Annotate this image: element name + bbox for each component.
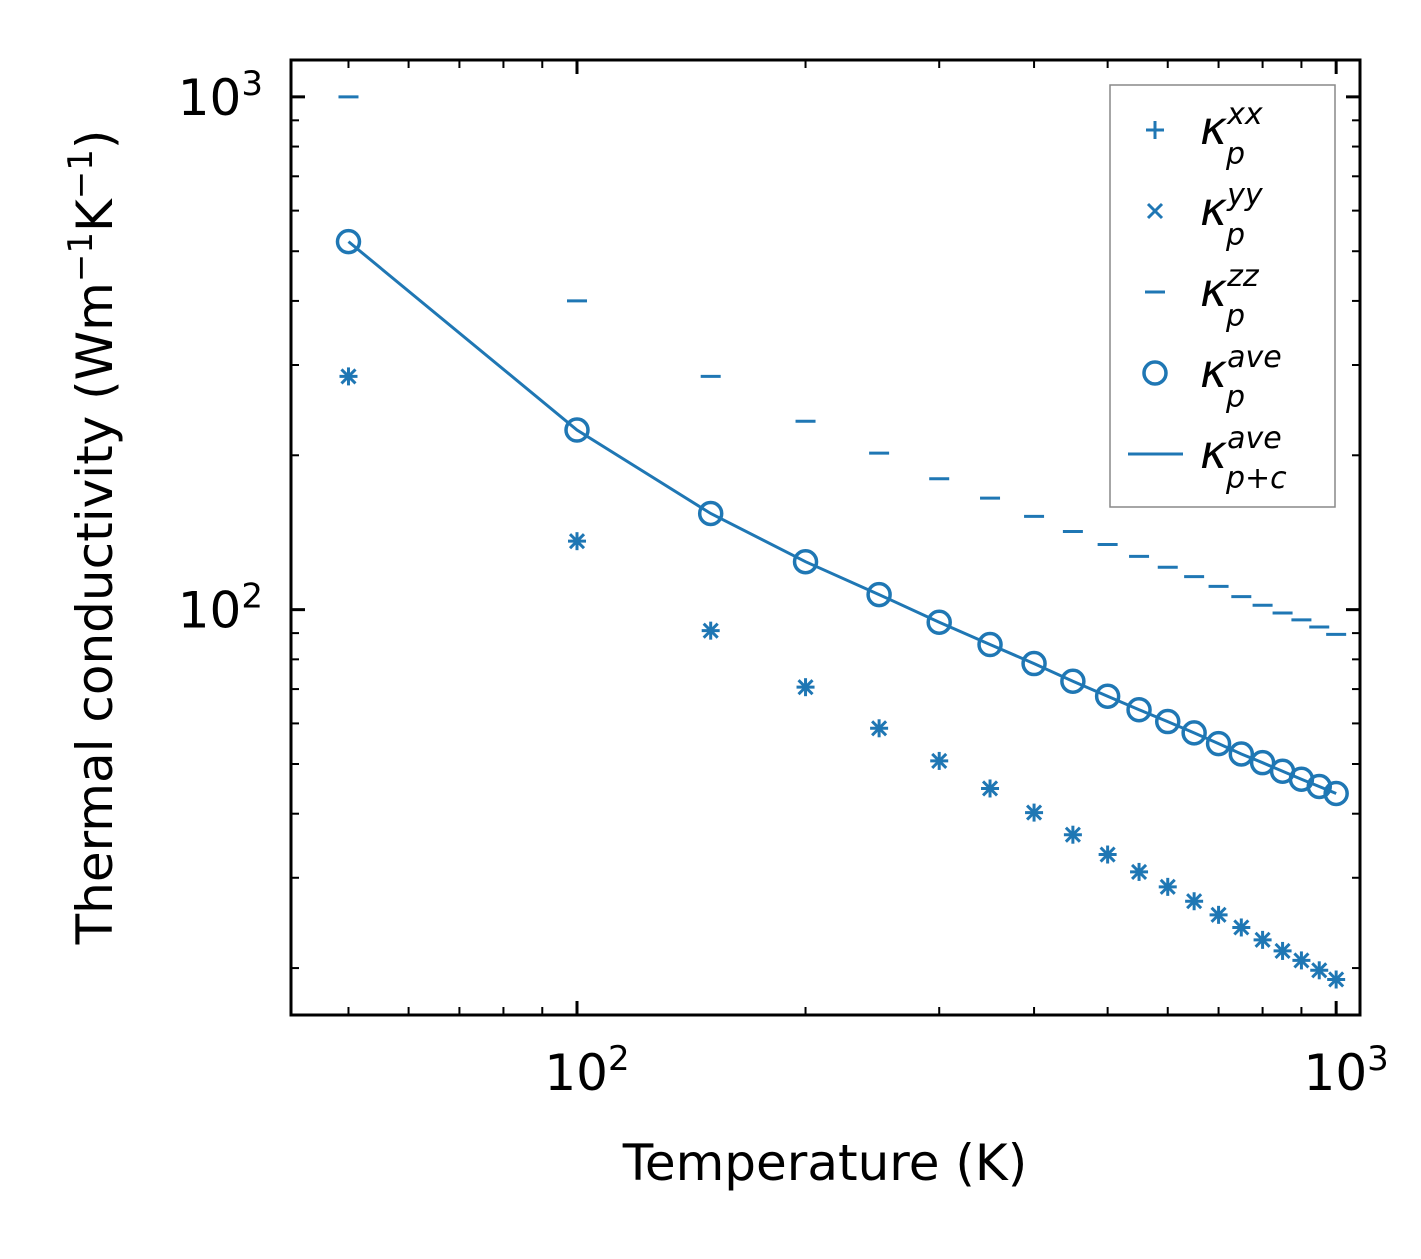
point-kappa_p_ave (564, 417, 590, 443)
point-kappa_p_ave (1228, 741, 1255, 767)
point-kappa_p_ave (866, 581, 892, 608)
legend-entry-kappa_p+c_ave: κave p+c (1128, 421, 1287, 496)
legend-entry-kappa_p_ave: κave p (1142, 340, 1282, 415)
legend-label: κxx p (1200, 97, 1263, 172)
point-kappa_p_yy (797, 679, 814, 696)
point-kappa_p_yy (1099, 846, 1116, 863)
point-kappa_p_ave (1021, 650, 1047, 677)
point-kappa_p_yy (1026, 804, 1043, 821)
point-kappa_p_ave (792, 548, 819, 575)
legend-entry-kappa_p_yy: κyy p (1146, 178, 1264, 253)
x-tick-label: 102 (544, 1039, 629, 1102)
point-kappa_p_yy (702, 622, 719, 639)
y-axis-label: Thermal conductivity (Wm−1K−1) (61, 130, 124, 946)
point-kappa_p_yy (1159, 878, 1176, 895)
x-axis-label: Temperature (K) (622, 1134, 1027, 1192)
point-kappa_p_ave (1323, 780, 1349, 807)
point-kappa_p_yy (981, 780, 999, 797)
point-kappa_p_yy (1254, 931, 1271, 948)
point-kappa_p_ave (926, 609, 952, 635)
point-kappa_p_yy (1293, 952, 1310, 969)
point-kappa_p_ave (1205, 730, 1232, 757)
legend-marker (1146, 121, 1164, 139)
plot-frame (289, 58, 1362, 1017)
data-marks (335, 95, 1349, 989)
point-kappa_p_ave (1181, 720, 1207, 746)
legend-label: κave p (1200, 340, 1282, 415)
point-kappa_p_ave (335, 228, 362, 255)
point-kappa_p_yy (340, 368, 357, 385)
point-kappa_p_ave (1306, 773, 1332, 800)
point-kappa_p_yy (1311, 962, 1328, 979)
legend-label: κave p+c (1200, 421, 1287, 496)
point-kappa_p_yy (568, 533, 586, 550)
legend-entry-kappa_p_xx: κxx p (1146, 97, 1263, 172)
legend-marker (1142, 360, 1168, 386)
point-kappa_p_yy (1064, 826, 1081, 843)
y-tick-label: 103 (178, 64, 263, 127)
point-kappa_p_yy (1186, 893, 1203, 910)
point-kappa_p_ave (1060, 668, 1086, 695)
point-kappa_p_ave (1154, 708, 1181, 735)
x-tick-label: 103 (1304, 1039, 1389, 1102)
point-kappa_p_ave (977, 631, 1003, 658)
point-kappa_p_yy (1130, 863, 1148, 880)
point-kappa_p_ave (697, 500, 724, 527)
point-kappa_p_yy (931, 752, 948, 769)
series-line-kappa_p+c_ave (347, 240, 1337, 795)
point-kappa_p_ave (1126, 696, 1152, 723)
legend-label: κyy p (1200, 178, 1264, 253)
point-kappa_p_yy (1274, 942, 1291, 959)
tick-labels: 102 103 102 103 (178, 64, 1389, 1102)
legend-entry-kappa_p_zz: κzz p (1145, 259, 1260, 334)
legend-label: κzz p (1200, 259, 1260, 334)
point-kappa_p_yy (1328, 971, 1345, 988)
y-tick-label: 102 (178, 577, 263, 640)
point-kappa_p_yy (871, 720, 888, 737)
point-kappa_p_yy (1210, 906, 1227, 923)
legend-marker (1146, 202, 1164, 220)
legend-box (1109, 84, 1336, 508)
point-kappa_p_ave (1094, 683, 1121, 709)
point-kappa_p_yy (1233, 919, 1250, 936)
